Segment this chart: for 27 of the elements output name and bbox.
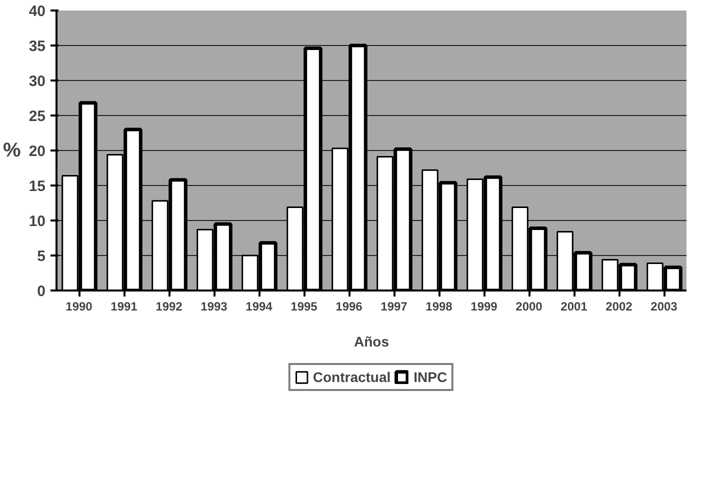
y-tick-label: 5 (37, 248, 46, 265)
y-tick-label: 10 (28, 213, 46, 230)
x-tick-label: 2000 (516, 300, 543, 314)
x-tick-label: 1991 (110, 300, 138, 314)
legend-label: INPC (414, 369, 448, 385)
x-tick-label: 1997 (380, 300, 408, 314)
x-tick-label: 1994 (246, 300, 273, 314)
y-tick-label: 20 (28, 143, 46, 160)
x-tick-label: 1996 (336, 300, 363, 314)
x-tick-label: 1999 (470, 300, 498, 314)
x-tick-label: 1992 (156, 300, 183, 314)
x-axis-title: Años (354, 334, 390, 350)
legend-label: Contractual (312, 369, 391, 385)
y-tick-label: 0 (37, 283, 46, 300)
x-tick-label: 2003 (650, 300, 678, 314)
y-tick-label: 15 (28, 178, 46, 195)
x-tick-label: 2002 (606, 300, 633, 314)
y-tick-label: 35 (28, 38, 46, 55)
x-tick-label: 1990 (66, 300, 93, 314)
y-axis-title: % (3, 140, 22, 162)
y-tick-label: 25 (28, 108, 46, 125)
x-tick-label: 1993 (200, 300, 228, 314)
y-tick-label: 40 (28, 3, 46, 20)
x-tick-label: 1998 (426, 300, 453, 314)
x-tick-label: 2001 (560, 300, 588, 314)
x-tick-label: 1995 (290, 300, 318, 314)
y-tick-label: 30 (28, 73, 46, 90)
